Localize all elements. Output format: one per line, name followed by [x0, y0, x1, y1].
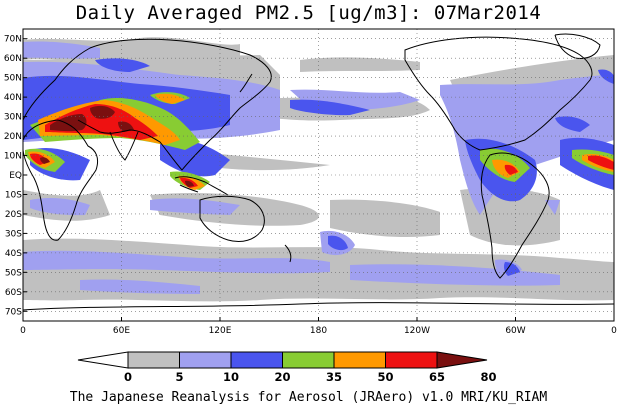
lon-tick-label: 60W — [505, 326, 525, 336]
lon-tick-label: 120W — [404, 326, 430, 336]
colorbar-label: 35 — [326, 370, 342, 384]
lat-tick-label: 60S — [5, 288, 22, 298]
lon-tick-label: 60E — [113, 326, 130, 336]
lat-tick-label: 20S — [5, 210, 22, 220]
gridlines — [23, 29, 614, 321]
lat-tick-label: 10N — [4, 152, 22, 162]
lat-tick-label: 50N — [4, 74, 22, 84]
figure-title: Daily Averaged PM2.5 [ug/m3]: 07Mar2014 — [75, 2, 542, 24]
lon-tick-label: 0 — [611, 326, 617, 336]
colorbar-label: 20 — [274, 370, 290, 384]
colorbar-label: 65 — [429, 370, 445, 384]
lat-tick-label: EQ — [9, 171, 22, 181]
lat-tick-label: 30S — [5, 229, 22, 239]
colorbar: 0 5 10 20 35 50 65 80 — [77, 351, 497, 384]
lat-tick-label: 30N — [4, 113, 22, 123]
colorbar-label: 50 — [377, 370, 393, 384]
lat-tick-label: 40N — [4, 93, 22, 103]
lat-tick-label: 60N — [4, 54, 22, 64]
coastlines — [23, 33, 614, 311]
colorbar-label: 0 — [124, 370, 132, 384]
latitude-axis: 70N 60N 50N 40N 30N 20N 10N EQ 10S 20S 30S 40S 50S 60… — [4, 35, 27, 317]
lon-tick-label: 0 — [20, 326, 26, 336]
longitude-axis: 0 60E 120E 180 120W 60W 0 — [20, 317, 617, 336]
lat-tick-label: 10S — [5, 190, 22, 200]
colorbar-swatch — [230, 351, 283, 369]
colorbar-swatch — [282, 351, 335, 369]
colorbar-swatch — [77, 351, 129, 369]
pm25-field — [23, 37, 614, 302]
lat-tick-label: 70N — [4, 35, 22, 45]
colorbar-swatch — [385, 351, 438, 369]
lon-tick-label: 120E — [209, 326, 232, 336]
colorbar-swatch — [333, 351, 386, 369]
lat-tick-label: 70S — [5, 307, 22, 317]
colorbar-swatch — [179, 351, 232, 369]
lat-tick-label: 40S — [5, 249, 22, 259]
lat-tick-label: 20N — [4, 132, 22, 142]
figure-credit: The Japanese Reanalysis for Aerosol (JRA… — [69, 390, 548, 405]
colorbar-swatch — [127, 351, 180, 369]
colorbar-label: 80 — [480, 370, 496, 384]
lon-tick-label: 180 — [310, 326, 327, 336]
lat-tick-label: 50S — [5, 268, 22, 278]
colorbar-label: 5 — [175, 370, 183, 384]
colorbar-label: 10 — [223, 370, 239, 384]
colorbar-swatch — [436, 351, 488, 369]
